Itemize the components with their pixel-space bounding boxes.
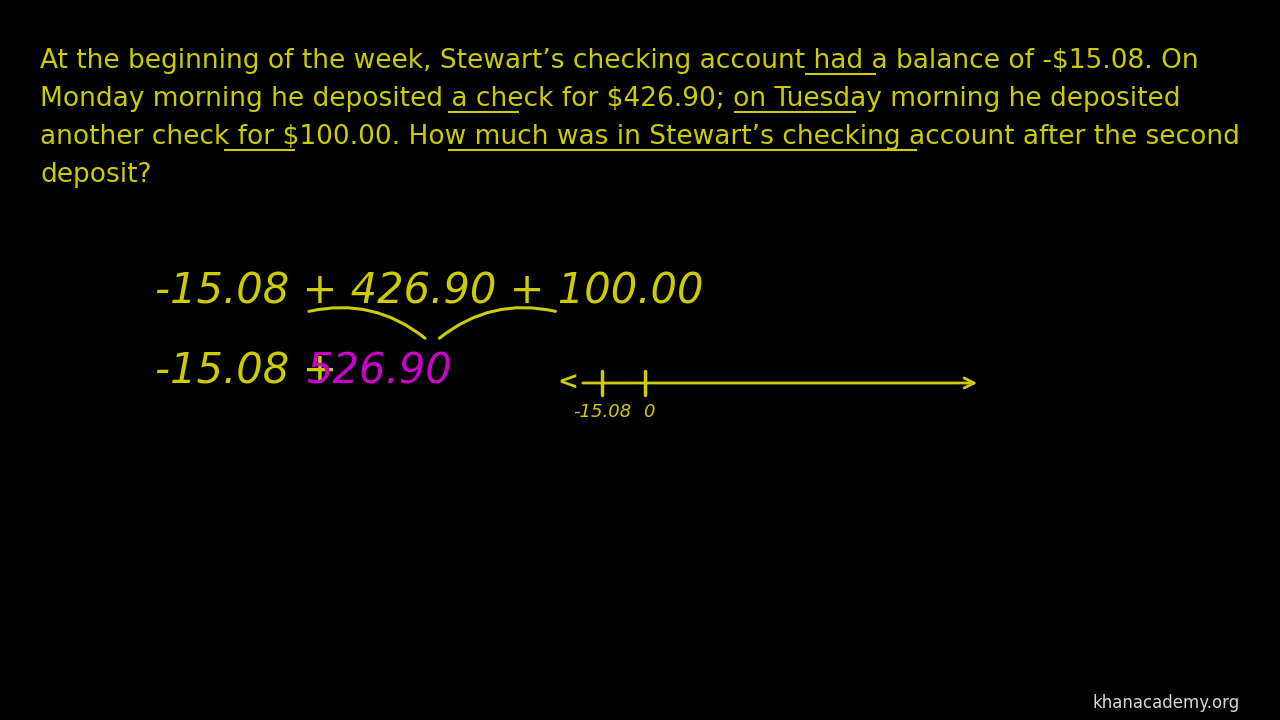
Text: -15.08 + 426.90 + 100.00: -15.08 + 426.90 + 100.00 — [155, 270, 704, 312]
Text: deposit?: deposit? — [40, 162, 151, 188]
Text: khanacademy.org: khanacademy.org — [1093, 694, 1240, 712]
Text: Monday morning he deposited a check for $426.90; on Tuesday morning he deposited: Monday morning he deposited a check for … — [40, 86, 1180, 112]
Text: 0: 0 — [644, 403, 655, 421]
Text: another check for $100.00. How much was in Stewart’s checking account after the : another check for $100.00. How much was … — [40, 124, 1240, 150]
Text: -15.08 +: -15.08 + — [155, 350, 351, 392]
Text: At the beginning of the week, Stewart’s checking account had a balance of -$15.0: At the beginning of the week, Stewart’s … — [40, 48, 1198, 74]
Text: <: < — [557, 371, 579, 395]
Text: -15.08: -15.08 — [573, 403, 631, 421]
Text: 526.90: 526.90 — [306, 350, 452, 392]
